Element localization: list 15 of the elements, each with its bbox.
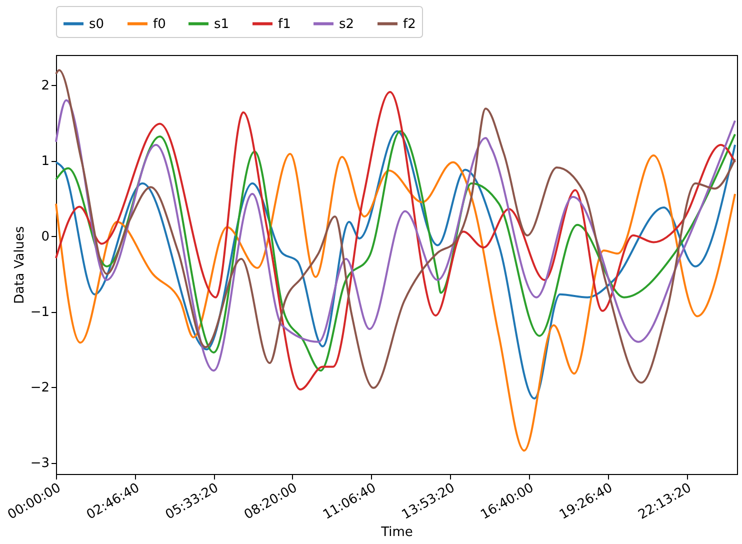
y-tick-label: 2 xyxy=(41,78,50,94)
x-axis-title: Time xyxy=(380,524,413,540)
y-tick-label: 1 xyxy=(41,154,50,170)
y-tick-label: −2 xyxy=(30,380,50,396)
legend-label: s1 xyxy=(214,16,230,32)
y-axis-title: Data Values xyxy=(12,226,28,304)
y-tick-label: −1 xyxy=(30,305,50,320)
legend-label: s0 xyxy=(89,16,104,32)
legend-label: f1 xyxy=(278,16,291,32)
y-tick-label: −3 xyxy=(30,456,50,472)
line-series xyxy=(55,152,736,452)
legend-label: s2 xyxy=(339,16,354,32)
legend-label: f0 xyxy=(153,16,166,32)
legend-label: f2 xyxy=(403,16,416,32)
y-tick-label: 0 xyxy=(41,230,50,245)
